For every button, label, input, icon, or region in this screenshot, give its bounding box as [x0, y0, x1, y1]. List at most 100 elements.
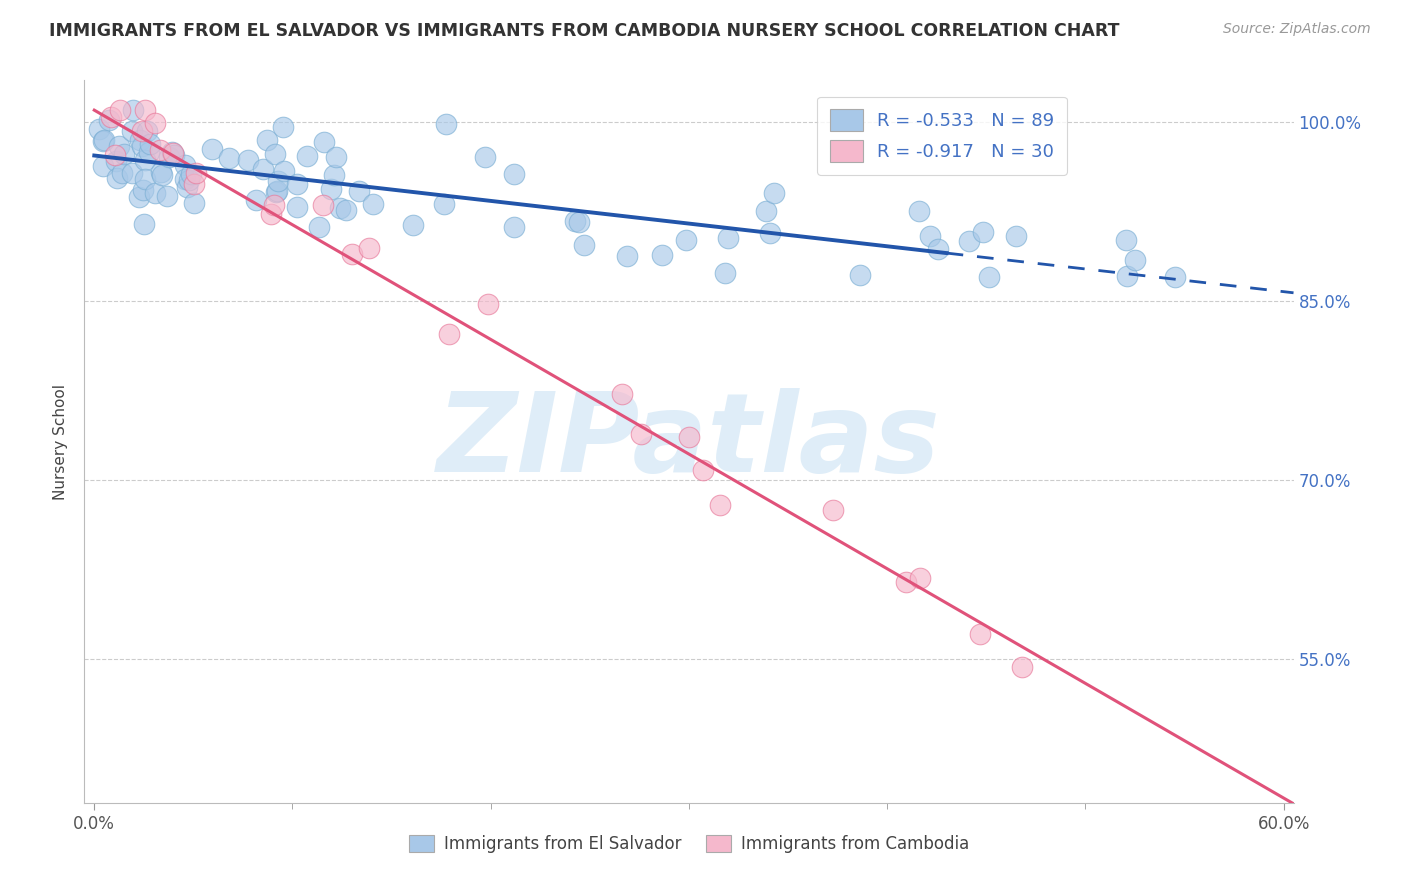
Point [183, 177, 205, 191]
Point [335, 202, 357, 217]
Point [439, 326, 461, 341]
Point [1164, 270, 1187, 285]
Point [977, 270, 1000, 285]
Point [823, 503, 845, 517]
Point [162, 146, 184, 161]
Point [329, 201, 352, 215]
Point [474, 150, 496, 164]
Point [134, 172, 156, 186]
Point [121, 166, 143, 180]
Point [1011, 659, 1033, 673]
Point [717, 231, 740, 245]
Point [692, 463, 714, 477]
Point [186, 166, 208, 180]
Point [349, 184, 371, 198]
Text: IMMIGRANTS FROM EL SALVADOR VS IMMIGRANTS FROM CAMBODIA NURSERY SCHOOL CORRELATI: IMMIGRANTS FROM EL SALVADOR VS IMMIGRANT… [49, 22, 1119, 40]
Point [121, 123, 143, 137]
Point [112, 146, 135, 161]
Point [630, 427, 652, 442]
Point [308, 219, 330, 234]
Point [148, 144, 170, 158]
Point [252, 162, 274, 177]
Point [218, 152, 240, 166]
Point [285, 178, 308, 192]
Point [98, 112, 121, 127]
Point [321, 182, 343, 196]
Point [709, 498, 731, 512]
Point [763, 186, 786, 200]
Point [138, 136, 160, 151]
Point [264, 146, 287, 161]
Point [477, 297, 499, 311]
Point [150, 169, 173, 183]
Point [104, 147, 127, 161]
Point [150, 165, 173, 179]
Point [1125, 253, 1147, 268]
Point [131, 139, 153, 153]
Point [361, 196, 384, 211]
Point [132, 217, 155, 231]
Point [312, 198, 335, 212]
Point [122, 103, 145, 117]
Point [105, 170, 128, 185]
Point [927, 242, 949, 256]
Point [675, 233, 697, 247]
Point [128, 190, 150, 204]
Point [264, 186, 287, 200]
Point [157, 150, 180, 164]
Point [100, 111, 122, 125]
Point [108, 103, 131, 117]
Point [273, 164, 295, 178]
Point [908, 571, 931, 585]
Y-axis label: Nursery School: Nursery School [53, 384, 69, 500]
Point [678, 429, 700, 443]
Point [610, 387, 633, 401]
Point [266, 184, 288, 198]
Point [564, 214, 586, 228]
Point [340, 246, 363, 260]
Point [908, 204, 931, 219]
Point [245, 193, 267, 207]
Text: ZIPatlas: ZIPatlas [437, 388, 941, 495]
Point [1116, 269, 1139, 284]
Point [105, 154, 128, 169]
Point [325, 150, 347, 164]
Point [263, 198, 285, 212]
Point [107, 139, 129, 153]
Point [267, 174, 290, 188]
Point [503, 219, 526, 234]
Point [357, 241, 380, 255]
Point [323, 168, 346, 182]
Point [155, 188, 177, 202]
Point [87, 121, 110, 136]
Point [111, 166, 134, 180]
Point [180, 167, 202, 181]
Point [91, 160, 114, 174]
Point [177, 173, 200, 187]
Point [755, 203, 778, 218]
Point [972, 225, 994, 239]
Point [849, 268, 872, 282]
Point [143, 115, 166, 129]
Point [402, 218, 425, 232]
Point [616, 249, 638, 263]
Point [93, 133, 115, 147]
Point [176, 179, 198, 194]
Point [129, 133, 152, 147]
Legend: Immigrants from El Salvador, Immigrants from Cambodia: Immigrants from El Salvador, Immigrants … [402, 828, 976, 860]
Text: Source: ZipAtlas.com: Source: ZipAtlas.com [1223, 22, 1371, 37]
Point [651, 247, 673, 261]
Point [714, 266, 737, 280]
Point [160, 145, 183, 159]
Point [134, 153, 156, 167]
Point [1115, 233, 1137, 247]
Point [201, 142, 224, 156]
Point [894, 574, 917, 589]
Point [957, 234, 980, 248]
Point [131, 183, 153, 197]
Point [574, 237, 596, 252]
Point [173, 172, 195, 186]
Point [259, 207, 281, 221]
Point [163, 147, 186, 161]
Point [131, 124, 153, 138]
